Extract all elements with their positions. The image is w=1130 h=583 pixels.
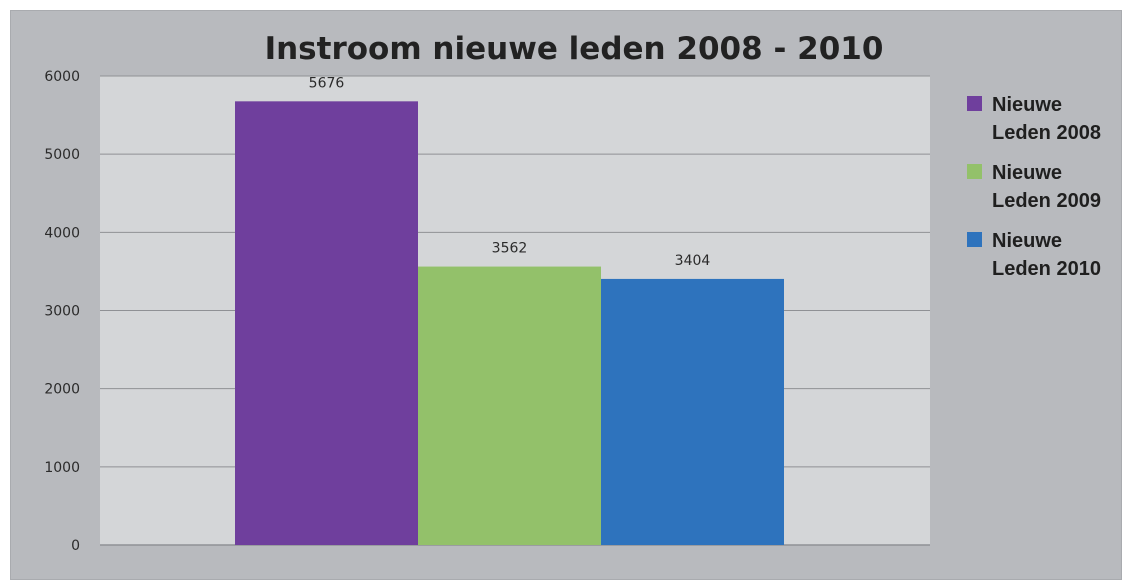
legend-label: Nieuwe Leden 2010 bbox=[992, 230, 1101, 280]
legend-label: Nieuwe Leden 2009 bbox=[992, 162, 1101, 212]
data-labels: 5676 3562 3404 bbox=[309, 75, 711, 269]
y-tick-label: 0 bbox=[71, 538, 80, 554]
bars bbox=[235, 101, 784, 546]
data-label: 3404 bbox=[675, 253, 711, 269]
chart-title: Instroom nieuwe leden 2008 - 2010 bbox=[265, 31, 884, 67]
bar-nieuwe-leden-2009 bbox=[418, 266, 601, 545]
legend-swatch bbox=[967, 232, 982, 247]
y-tick-label: 6000 bbox=[44, 69, 80, 85]
legend-swatch bbox=[967, 96, 982, 111]
y-tick-label: 4000 bbox=[44, 225, 80, 241]
legend-label: Nieuwe Leden 2008 bbox=[992, 94, 1101, 144]
legend-entry: Nieuwe Leden 2008 bbox=[967, 94, 1101, 144]
y-tick-label: 2000 bbox=[44, 382, 80, 398]
data-label: 3562 bbox=[492, 241, 528, 257]
y-tick-label: 5000 bbox=[44, 147, 80, 163]
y-axis-tick-labels: 0 1000 2000 3000 4000 5000 6000 bbox=[44, 69, 80, 554]
bar-nieuwe-leden-2008 bbox=[235, 101, 418, 546]
data-label: 5676 bbox=[309, 75, 345, 91]
bar-nieuwe-leden-2010 bbox=[601, 278, 784, 545]
legend: Nieuwe Leden 2008 Nieuwe Leden 2009 Nieuwe Le… bbox=[967, 94, 1101, 280]
legend-entry: Nieuwe Leden 2010 bbox=[967, 230, 1101, 280]
y-tick-label: 3000 bbox=[44, 304, 80, 320]
y-tick-label: 1000 bbox=[44, 460, 80, 476]
legend-entry: Nieuwe Leden 2009 bbox=[967, 162, 1101, 212]
legend-swatch bbox=[967, 164, 982, 179]
